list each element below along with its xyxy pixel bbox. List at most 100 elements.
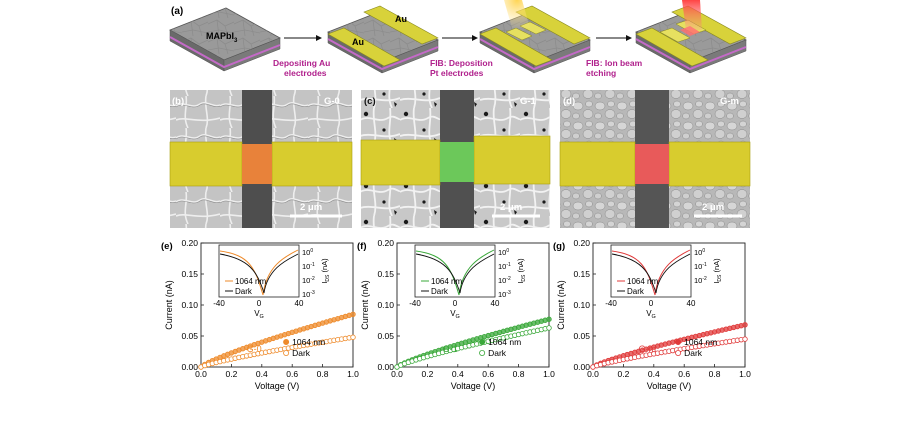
au-label-top: Au (395, 14, 407, 24)
data-point (350, 334, 356, 340)
x-tick-label: 1.0 (347, 369, 359, 379)
legend-label: Dark (488, 348, 507, 358)
y-tick-label: 0.10 (573, 300, 590, 310)
y-tick-label: 0.00 (181, 362, 198, 372)
panel-b-tag: G-0 (324, 96, 340, 107)
sample-tag: G-1 (443, 344, 458, 354)
inset-y-axis-label: IDS (nA) (516, 258, 527, 284)
y-tick-label: 0.05 (181, 331, 198, 341)
inset-legend-dark: Dark (627, 287, 645, 296)
data-point (742, 336, 748, 342)
process-arrow-3 (596, 35, 632, 41)
iv-charts: (e)0.000.050.100.150.200.0 0.2 0.4 0.6 0.8 1.… (161, 238, 751, 391)
inset-curve-light (611, 249, 691, 296)
y-tick-label: 0.00 (377, 362, 394, 372)
step-3-line-1: FIB: Ion beam (586, 58, 643, 68)
inset-y-tick-label: 10-3 (302, 290, 315, 299)
data-point (742, 322, 748, 328)
panel-a-schematic: (a) MAPbI3 Depositing Au electrodes Au (169, 0, 747, 78)
inset-y-tick-label: 10-3 (498, 290, 511, 299)
scale-text-b: 2 μm (300, 202, 322, 213)
substrate-block-3 (479, 0, 591, 74)
scale-text-d: 2 μm (702, 202, 724, 213)
x-tick-label: 0.6 (678, 369, 690, 379)
y-tick-label: 0.10 (377, 300, 394, 310)
chart-g-0: (e) 0.00 0.05 0.10 0.15 0.20 0.0 0.2 0.4 0.6 0.8 1.… (161, 238, 359, 391)
panel-c-label: (c) (364, 96, 376, 107)
step-1-line-1: Depositing Au (273, 58, 330, 68)
inset-y-tick-label: 10-1 (302, 262, 315, 271)
process-arrow-2 (442, 35, 478, 41)
process-arrow-1 (284, 35, 322, 41)
material-label: MAPbI (206, 31, 234, 41)
y-tick-label: 0.20 (573, 238, 590, 248)
inset-y-tick-label: 100 (302, 248, 313, 257)
y-tick-label: 0.05 (573, 331, 590, 341)
x-tick-label: 0.0 (587, 369, 599, 379)
data-point (546, 325, 552, 331)
x-axis-label: Voltage (V) (647, 381, 692, 391)
step-2-line-2: Pt electrodes (430, 68, 484, 78)
panel-label: (e) (161, 241, 173, 252)
y-axis-label: Current (nA) (556, 280, 566, 330)
scale-text-c: 2 μm (500, 202, 522, 213)
svg-text:MAPbI3: MAPbI3 (206, 31, 238, 44)
ion-beam (682, 0, 702, 30)
legend-marker (283, 349, 290, 356)
legend-marker (479, 338, 486, 345)
legend-marker (675, 349, 682, 356)
inset-legend-dark: Dark (431, 287, 449, 296)
inset-y-axis-label: IDS (nA) (320, 258, 331, 284)
inset-x-tick-label: 40 (491, 299, 500, 308)
legend-label: 1064 nm (684, 337, 717, 347)
inset-x-tick-label: 0 (649, 299, 654, 308)
legend-label: Dark (292, 348, 311, 358)
x-tick-label: 0.8 (709, 369, 721, 379)
y-tick-label: 0.00 (573, 362, 590, 372)
chart-g-m: (g) 0.00 0.05 0.10 0.15 0.20 0.0 0.2 0.4 0.6 0.8 1.… (553, 238, 751, 391)
y-tick-label: 0.20 (377, 238, 394, 248)
panel-label: (g) (553, 241, 565, 252)
x-tick-label: 0.6 (286, 369, 298, 379)
data-point (350, 311, 356, 317)
step-1-line-2: electrodes (284, 68, 327, 78)
panel-b-label: (b) (172, 96, 184, 107)
substrate-block-1 (169, 7, 281, 72)
panel-d-label: (d) (563, 96, 575, 107)
inset-y-tick-label: 10-1 (694, 262, 707, 271)
y-axis-label: Current (nA) (360, 280, 370, 330)
inset-y-tick-label: 10-2 (694, 276, 707, 285)
y-axis-label: Current (nA) (164, 280, 174, 330)
chart-g-1: (f) 0.00 0.05 0.10 0.15 0.20 0.0 0.2 0.4 0.6 0.8 1.… (357, 238, 555, 391)
x-tick-label: 0.8 (317, 369, 329, 379)
x-tick-label: 1.0 (739, 369, 751, 379)
inset-y-tick-label: 10-1 (498, 262, 511, 271)
inset-x-tick-label: 40 (295, 299, 304, 308)
inset-y-tick-label: 100 (694, 248, 705, 257)
inset-curve-light (219, 249, 299, 296)
legend-label: 1064 nm (488, 337, 521, 347)
inset-legend-light: 1064 nm (235, 277, 266, 286)
inset-y-tick-label: 10-2 (498, 276, 511, 285)
sample-tag: G-m (639, 344, 657, 354)
x-tick-label: 0.0 (391, 369, 403, 379)
x-tick-label: 0.6 (482, 369, 494, 379)
step-2-line-1: FIB: Deposition (430, 58, 493, 68)
inset-curve-dark (219, 253, 299, 294)
panel-d-tag: G-m (720, 96, 739, 107)
legend-label: 1064 nm (292, 337, 325, 347)
legend-marker (675, 338, 682, 345)
x-tick-label: 0.4 (256, 369, 268, 379)
channel-g0 (242, 144, 272, 184)
x-axis-label: Voltage (V) (255, 381, 300, 391)
y-tick-label: 0.15 (573, 269, 590, 279)
inset-curve-dark (611, 253, 691, 294)
panel-c-tag: G-1 (520, 96, 537, 107)
data-point (546, 316, 552, 322)
sem-image-gm: (d) G-m 2 μm (559, 90, 751, 228)
au-label-bottom: Au (352, 37, 364, 47)
inset-y-tick-label: 100 (498, 248, 509, 257)
inset-legend-light: 1064 nm (431, 277, 462, 286)
